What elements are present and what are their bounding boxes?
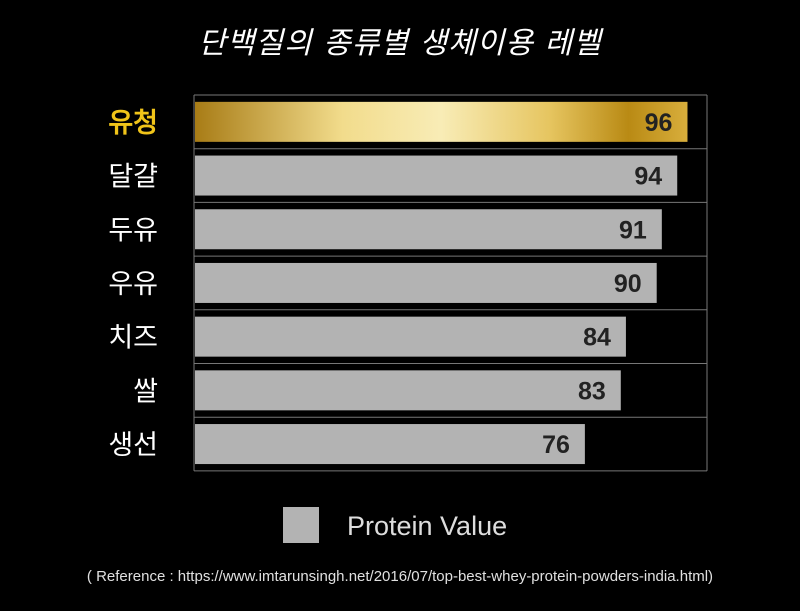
bar [195,209,662,250]
category-label: 두유 [108,215,158,246]
category-label: 쌀 [133,376,158,407]
value-label: 76 [542,431,570,459]
category-label: 유청 [108,108,158,139]
value-label: 96 [645,109,673,137]
bar [195,316,626,357]
legend: Protein Value [283,507,507,543]
reference-note: ( Reference : https://www.imtarunsingh.n… [86,568,714,585]
value-label: 84 [583,324,611,352]
value-label: 83 [578,377,606,405]
value-label: 90 [614,270,642,298]
grid-lines [193,94,708,472]
legend-label: Protein Value [347,511,507,541]
legend-swatch [283,507,319,543]
bar [195,101,688,142]
value-label: 94 [634,163,662,191]
bar [195,262,657,303]
bar [195,155,678,196]
bars [195,101,688,465]
category-label: 우유 [108,269,158,300]
bar [195,370,621,411]
category-label: 생선 [108,430,158,461]
value-label: 91 [619,216,647,244]
category-label: 달걀 [108,162,158,193]
category-label: 치즈 [108,323,158,354]
bar [195,424,585,465]
chart-title: 단백질의 종류별 생체이용 레벨 [198,26,602,61]
